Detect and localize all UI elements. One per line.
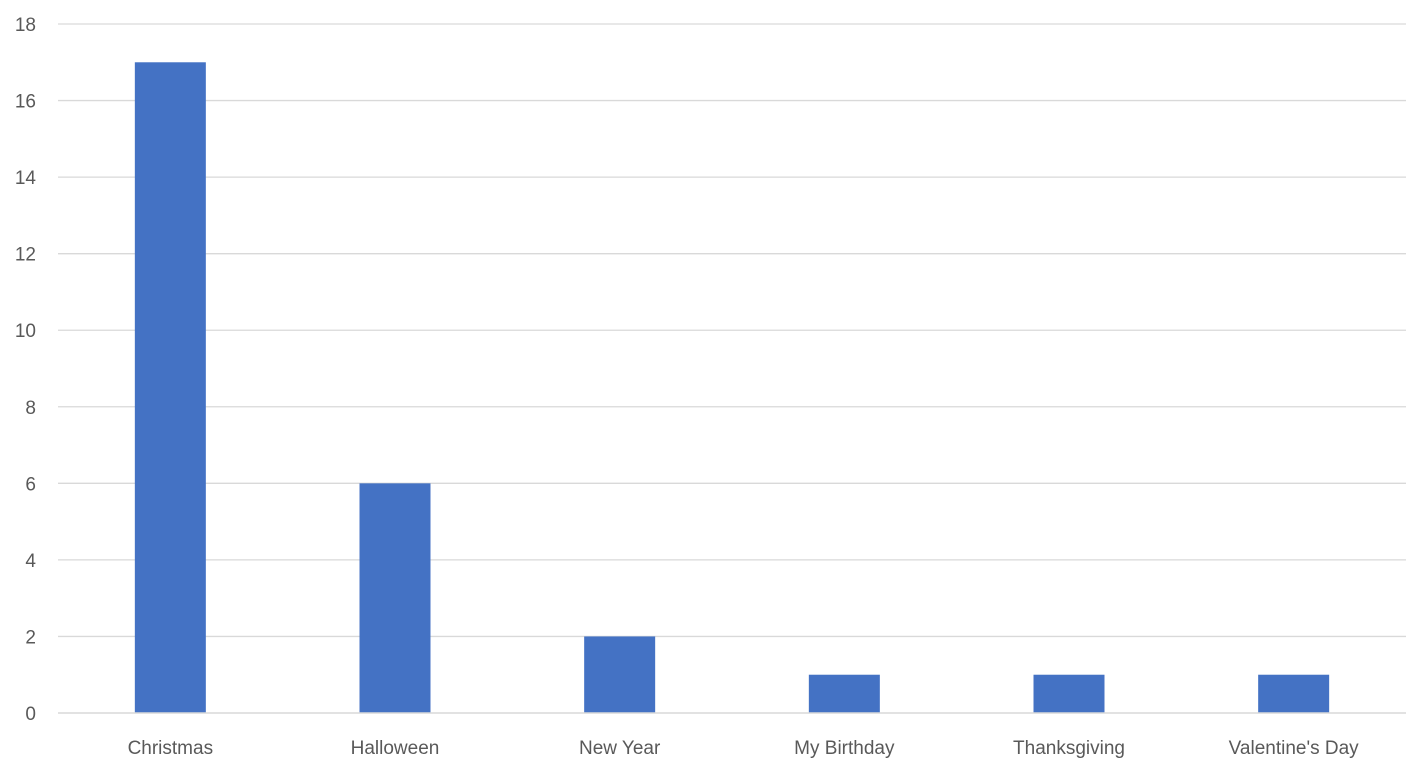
x-axis-tick-labels: Christmas Halloween New Year My Birthday Tha… <box>128 738 1360 759</box>
bar <box>808 674 880 713</box>
gridlines <box>58 23 1406 638</box>
y-tick-label: 16 <box>15 92 36 113</box>
y-tick-label: 4 <box>25 551 36 572</box>
bar <box>584 636 656 713</box>
y-tick-label: 8 <box>25 398 36 419</box>
y-tick-label: 0 <box>25 704 36 725</box>
y-tick-label: 10 <box>15 321 36 342</box>
y-tick-label: 12 <box>15 245 36 266</box>
x-tick-label: Halloween <box>351 738 440 759</box>
x-tick-label: New Year <box>579 738 661 759</box>
y-tick-label: 6 <box>25 474 36 495</box>
x-tick-label: Valentine's Day <box>1229 738 1360 759</box>
bar <box>134 62 206 714</box>
y-axis-tick-labels: 0 2 4 6 8 10 12 14 16 18 <box>15 15 37 725</box>
bars <box>134 62 1330 714</box>
y-tick-label: 14 <box>15 168 37 189</box>
x-tick-label: My Birthday <box>794 738 895 759</box>
y-tick-label: 2 <box>25 627 36 648</box>
bar <box>359 483 431 713</box>
y-tick-label: 18 <box>15 15 36 36</box>
x-tick-label: Thanksgiving <box>1013 738 1125 759</box>
bar <box>1033 674 1105 713</box>
bar <box>1258 674 1330 713</box>
x-tick-label: Christmas <box>128 738 214 759</box>
